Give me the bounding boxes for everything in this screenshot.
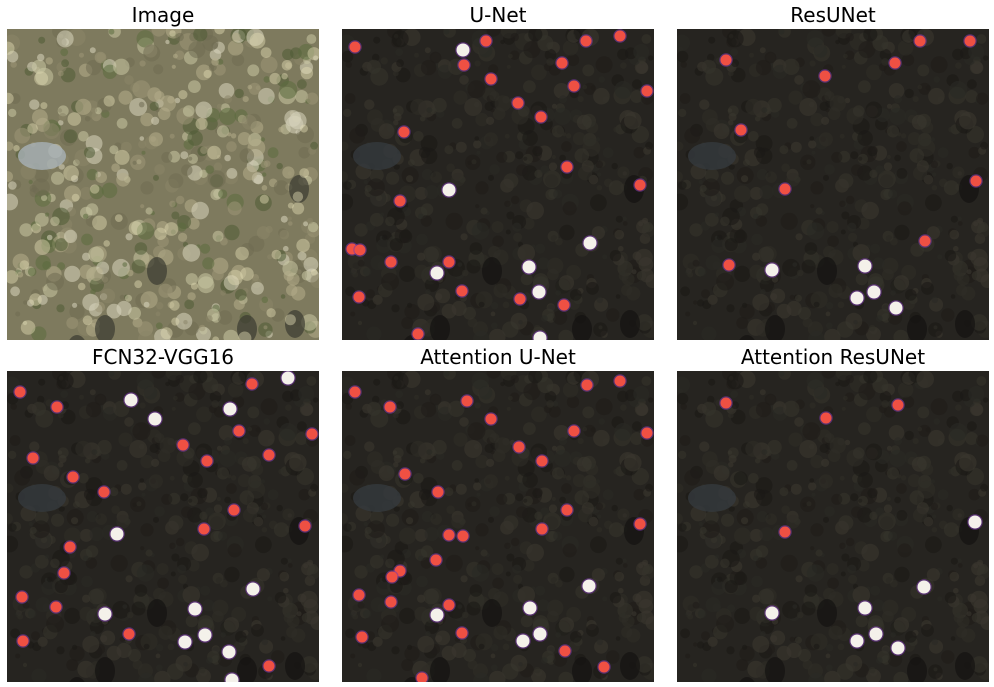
panel-title: Attention U-Net: [420, 345, 576, 369]
attention-unet-prediction-overlay: [342, 371, 654, 682]
aerial-image: [7, 29, 319, 340]
attention-resunet-prediction-overlay: [677, 371, 989, 682]
panel-title: U-Net: [469, 3, 527, 27]
resunet-prediction-overlay: [677, 29, 989, 340]
unet-prediction-overlay: [342, 29, 654, 340]
panel-title: FCN32-VGG16: [91, 345, 235, 369]
panel-title: ResUNet: [790, 3, 876, 27]
panel-title: Image: [131, 3, 195, 27]
panel-title: Attention ResUNet: [740, 345, 926, 369]
fcn32-vgg16-prediction-overlay: [7, 371, 319, 682]
